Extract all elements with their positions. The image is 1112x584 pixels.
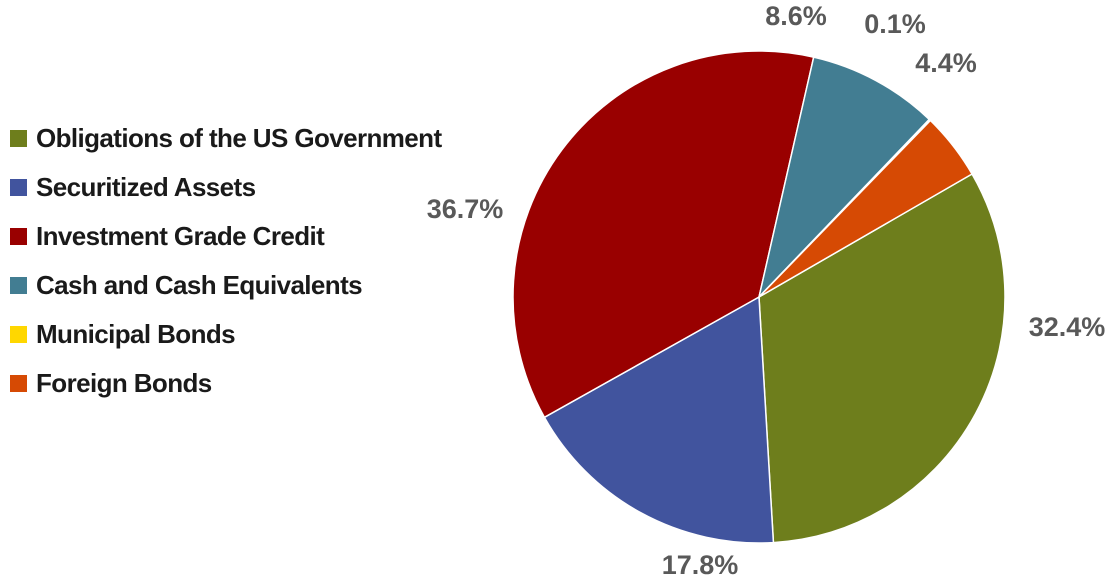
data-label-investment-grade-credit: 36.7%: [427, 194, 504, 224]
legend-item-municipal-bonds: Municipal Bonds: [10, 310, 442, 359]
legend-swatch: [10, 326, 27, 343]
pie-slice-foreign-bonds: [758, 119, 973, 298]
data-label-cash-and-cash-equivalents: 8.6%: [765, 1, 827, 31]
chart-legend: Obligations of the US Government Securiti…: [10, 114, 442, 408]
pie-slice-cash-and-cash-equivalents: [758, 56, 931, 298]
legend-swatch: [10, 179, 27, 196]
pie-slice-securitized-assets: [543, 296, 775, 544]
legend-label: Foreign Bonds: [36, 368, 212, 398]
legend-swatch: [10, 228, 27, 245]
legend-label: Obligations of the US Government: [36, 123, 442, 153]
legend-item-securitized-assets: Securitized Assets: [10, 163, 442, 212]
data-label-municipal-bonds: 0.1%: [864, 9, 926, 39]
data-label-obligations-of-the-us-government: 32.4%: [1029, 312, 1106, 342]
legend-item-foreign-bonds: Foreign Bonds: [10, 359, 442, 408]
legend-item-investment-grade-credit: Investment Grade Credit: [10, 212, 442, 261]
pie-slice-investment-grade-credit: [512, 50, 815, 419]
legend-label: Cash and Cash Equivalents: [36, 270, 363, 300]
legend-label: Investment Grade Credit: [36, 221, 325, 251]
legend-label: Municipal Bonds: [36, 319, 236, 349]
legend-swatch: [10, 130, 27, 147]
data-label-foreign-bonds: 4.4%: [915, 48, 977, 78]
data-label-securitized-assets: 17.8%: [662, 550, 739, 580]
legend-swatch: [10, 375, 27, 392]
legend-label: Securitized Assets: [36, 172, 256, 202]
legend-item-obligations-of-the-us-government: Obligations of the US Government: [10, 114, 442, 163]
pie-slice-obligations-of-the-us-government: [758, 173, 1006, 544]
legend-swatch: [10, 277, 27, 294]
legend-item-cash-and-cash-equivalents: Cash and Cash Equivalents: [10, 261, 442, 310]
